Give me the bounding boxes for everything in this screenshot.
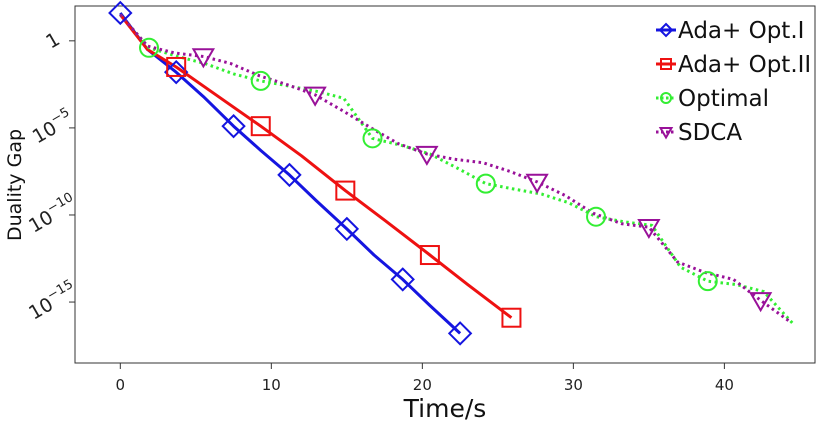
legend-item: Ada+ Opt.I [656, 18, 804, 44]
data-point-diamond [334, 216, 360, 242]
series-line [119, 13, 794, 324]
data-point-circle [697, 271, 718, 292]
data-point-triangle [637, 218, 661, 240]
data-point-circle [139, 37, 159, 58]
legend-item: SDCA [656, 120, 742, 146]
legend-label: Ada+ Opt.II [678, 52, 811, 78]
y-tick-label: 10−5 [27, 105, 77, 148]
data-point-square [660, 58, 672, 70]
series-line [119, 12, 462, 335]
data-point-diamond [163, 59, 189, 85]
data-point-square [250, 116, 271, 137]
series-markers [108, 0, 473, 346]
data-point-diamond [108, 0, 133, 26]
x-tick-label: 10 [262, 376, 281, 394]
series-markers [191, 48, 773, 313]
data-point-diamond [277, 162, 302, 188]
data-point-circle [660, 92, 672, 104]
series-layer [108, 0, 794, 346]
y-tick-label: 10−10 [24, 190, 81, 237]
y-tick-label: 10−15 [24, 277, 81, 324]
legend-label: Optimal [678, 86, 769, 112]
y-tick-label: 1 [42, 28, 63, 53]
y-tick-exponent: −15 [45, 277, 76, 304]
x-axis-title: Time/s [403, 394, 487, 423]
data-point-diamond [447, 321, 473, 346]
y-tick-base: 1 [42, 28, 63, 53]
data-point-triangle [191, 48, 216, 69]
data-point-triangle [415, 145, 439, 166]
series-sdca [119, 13, 791, 323]
data-point-square [335, 180, 356, 201]
data-point-triangle [748, 292, 773, 313]
data-point-square [501, 307, 522, 328]
data-point-circle [475, 173, 496, 194]
series-line [119, 13, 791, 323]
legend-label: SDCA [678, 120, 742, 146]
legend: Ada+ Opt.I Ada+ Opt.II Optimal SDCA [656, 18, 811, 146]
data-point-triangle [303, 86, 327, 107]
legend-item: Ada+ Opt.II [656, 52, 811, 78]
y-tick-exponent: −10 [45, 190, 76, 217]
legend-item: Optimal [656, 86, 769, 112]
x-tick-label: 40 [715, 376, 734, 394]
series-markers [139, 37, 718, 292]
data-point-triangle [658, 127, 674, 140]
data-point-diamond [390, 267, 415, 292]
data-point-square [419, 245, 440, 266]
x-tick-label: 0 [116, 376, 126, 394]
series-markers [166, 56, 522, 328]
data-point-square [166, 56, 187, 77]
series-ada-opt-i [119, 12, 462, 335]
y-axis-title: Duality Gap [4, 129, 26, 241]
plot-area [74, 5, 816, 364]
data-point-diamond [221, 113, 246, 139]
legend-label: Ada+ Opt.I [678, 18, 804, 44]
data-point-diamond [658, 22, 674, 38]
data-point-circle [362, 128, 383, 149]
data-point-triangle [525, 173, 549, 194]
x-tick-label: 30 [564, 376, 583, 394]
series-optimal [119, 13, 794, 324]
data-point-circle [250, 70, 271, 91]
data-point-circle [586, 206, 607, 227]
x-tick-label: 20 [413, 376, 432, 394]
